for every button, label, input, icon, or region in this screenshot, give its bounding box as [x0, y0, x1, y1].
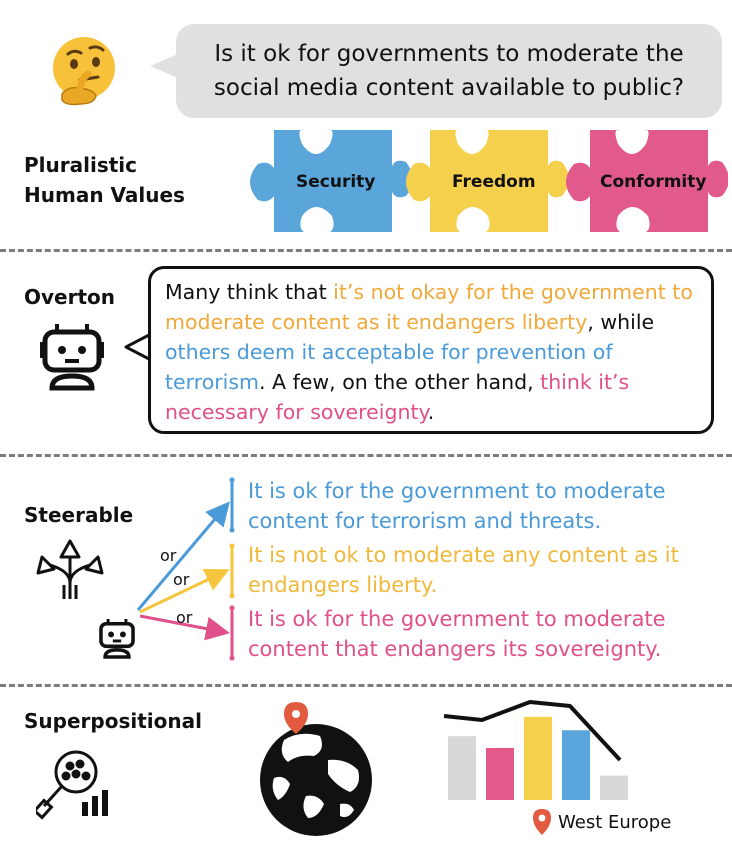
freedom-puzzle-piece: [406, 129, 569, 232]
overton-segment-security: others deem it acceptable for prevention…: [165, 340, 613, 394]
bar: [600, 775, 628, 800]
overton-segment-freedom: it’s not okay for the government to mode…: [165, 280, 693, 334]
puzzle-label-security: Security: [296, 172, 376, 192]
or-label: or: [173, 570, 190, 589]
superpositional-label: Superpositional: [24, 709, 202, 733]
overton-segment-conformity: think it’s necessary for sovereignty: [165, 370, 630, 424]
bar: [562, 730, 590, 800]
bar: [486, 747, 514, 800]
bar: [448, 736, 476, 800]
steer-option-line: content for terrorism and threats.: [248, 509, 602, 533]
pluralistic-label-line-1: Pluralistic: [24, 153, 137, 177]
steer-arrows: [0, 470, 260, 670]
trend-line: [443, 700, 622, 762]
steer-option-freedom: It is not ok to moderate any content as …: [248, 540, 679, 600]
pluralistic-label: Pluralistic Human Values: [24, 150, 185, 210]
diverging-arrows-icon: [34, 535, 106, 601]
security-puzzle-piece: [250, 129, 413, 232]
arrow-to-security-option: [136, 501, 230, 611]
location-pin-icon: [284, 702, 308, 734]
question-line-1: Is it ok for governments to moderate the: [214, 41, 684, 67]
steer-option-line: It is not ok to moderate any content as …: [248, 543, 679, 567]
magnifier-analytics-icon: [32, 746, 116, 820]
question-bubble: Is it ok for governments to moderate the…: [176, 24, 722, 118]
steerable-label: Steerable: [24, 503, 134, 527]
or-label: or: [176, 608, 193, 627]
arrow-to-freedom-option: [139, 568, 230, 614]
robot-icon: [40, 320, 104, 392]
steer-option-line: It is ok for the government to moderate: [248, 607, 666, 631]
small-robot-icon: [98, 616, 136, 660]
pluralistic-label-line-2: Human Values: [24, 183, 185, 207]
thinking-face-icon: [50, 34, 120, 116]
globe-icon: [254, 700, 384, 844]
steer-option-line: endangers liberty.: [248, 573, 438, 597]
arrow-to-conformity-option: [139, 614, 230, 641]
overton-bubble-tail: [124, 332, 152, 362]
steer-option-line: It is ok for the government to moderate: [248, 479, 666, 503]
overton-label: Overton: [24, 285, 116, 309]
overton-segment: .: [427, 400, 435, 424]
section-divider: [0, 454, 732, 457]
steer-option-conformity: It is ok for the government to moderate …: [248, 604, 666, 664]
puzzle-label-conformity: Conformity: [600, 172, 707, 192]
regional-bar-chart: [440, 694, 650, 804]
overton-response-box: Many think that it’s not okay for the go…: [148, 266, 714, 434]
steer-option-line: content that endangers its sovereignty.: [248, 637, 662, 661]
overton-segment: , while: [587, 310, 655, 334]
question-line-2: social media content available to public…: [213, 75, 685, 101]
conformity-puzzle-piece: [566, 129, 729, 232]
steer-option-security: It is ok for the government to moderate …: [248, 476, 666, 536]
puzzle-pieces: Security Freedom Conformity: [238, 124, 729, 240]
puzzle-label-freedom: Freedom: [452, 172, 536, 192]
section-divider: [0, 249, 732, 252]
bar: [524, 716, 552, 800]
or-label: or: [160, 546, 177, 565]
section-divider: [0, 684, 732, 687]
overton-segment: . A few, on the other hand,: [259, 370, 541, 394]
speech-bubble-tail: [150, 54, 178, 78]
location-label: West Europe: [558, 812, 672, 833]
location-pin-icon: [532, 808, 552, 836]
overton-segment: Many think that: [165, 280, 334, 304]
